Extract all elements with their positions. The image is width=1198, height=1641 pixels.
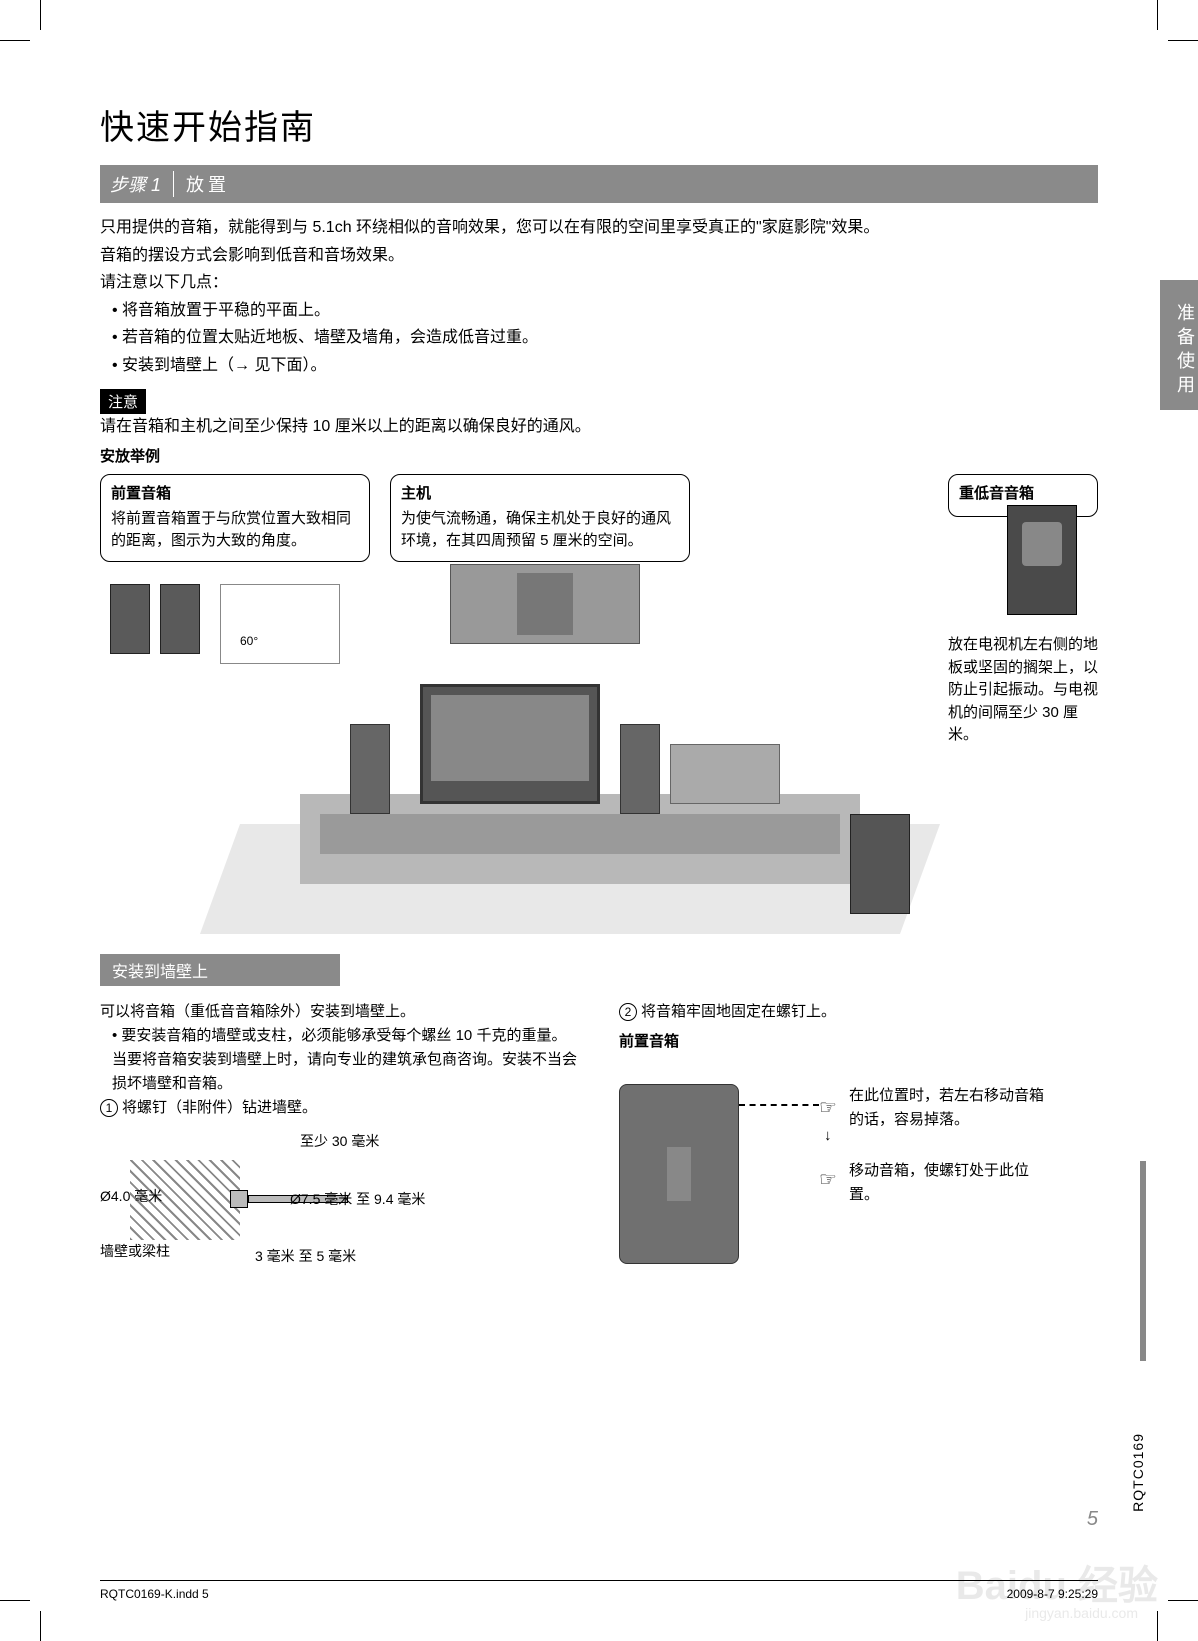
crop-mark — [40, 0, 41, 30]
speaker-left-icon — [350, 724, 390, 814]
step-number: 步骤 1 — [110, 171, 174, 197]
watermark-sub: jingyan.baidu.com — [1025, 1605, 1138, 1621]
callout-title: 重低音音箱 — [959, 483, 1087, 506]
speaker-icon — [110, 584, 150, 654]
mounted-speaker-icon — [619, 1084, 739, 1264]
watermark: Baidu 经验 — [956, 1553, 1158, 1611]
bullet-item: 将音箱放置于平稳的平面上。 — [100, 298, 1098, 324]
section-header: 安装到墙壁上 — [100, 954, 340, 986]
circled-1-icon: 1 — [100, 1099, 118, 1117]
wall-left-column: 可以将音箱（重低音音箱除外）安装到墙壁上。 要安装音箱的墙壁或支柱，必须能够承受… — [100, 1000, 579, 1274]
notice-text: 请在音箱和主机之间至少保持 10 厘米以上的距离以确保良好的通风。 — [100, 414, 1098, 440]
bullet-item: 若音箱的位置太贴近地板、墙壁及墙角，会造成低音过重。 — [100, 325, 1098, 351]
subwoofer-text: 放在电视机左右侧的地板或坚固的搁架上，以防止引起振动。与电视机的间隔至少 30 … — [948, 634, 1098, 747]
intro-text: 音箱的摆设方式会影响到低音和音场效果。 — [100, 243, 1098, 269]
page-title: 快速开始指南 — [100, 100, 1098, 149]
dim-label: Ø4.0 毫米 — [100, 1185, 162, 1207]
notice-label: 注意 — [100, 389, 146, 414]
callout-text: 为使气流畅通，确保主机处于良好的通风环境，在其四周预留 5 厘米的空间。 — [401, 508, 679, 553]
doc-id: RQTC0169 — [1130, 1433, 1146, 1512]
crop-mark — [1157, 1611, 1158, 1641]
angle-plan-icon — [220, 584, 340, 664]
crop-mark — [1168, 40, 1198, 41]
front-speaker-label: 前置音箱 — [619, 1030, 1098, 1054]
callout-main-unit: 主机 为使气流畅通，确保主机处于良好的通风环境，在其四周预留 5 厘米的空间。 — [390, 474, 690, 562]
step-bar: 步骤 1 放置 — [100, 165, 1098, 203]
main-unit-icon — [670, 744, 780, 804]
tv-icon — [420, 684, 600, 804]
step-title: 放置 — [174, 171, 230, 197]
dim-label: 至少 30 毫米 — [300, 1130, 379, 1152]
hand-icon: ☞ — [819, 1164, 837, 1196]
page-number: 5 — [1087, 1508, 1098, 1531]
arrow-down-icon: ↓ — [824, 1124, 832, 1148]
dim-label: 墙壁或梁柱 — [100, 1240, 170, 1262]
footer-line — [100, 1580, 1098, 1581]
subwoofer-illustration — [1007, 505, 1077, 615]
intro-text: 请注意以下几点： — [100, 270, 1098, 296]
step1-label: 1将螺钉（非附件）钻进墙壁。 — [100, 1096, 579, 1120]
wall-mount-section: 安装到墙壁上 可以将音箱（重低音音箱除外）安装到墙壁上。 要安装音箱的墙壁或支柱… — [100, 954, 1098, 1274]
wall-text: 可以将音箱（重低音音箱除外）安装到墙壁上。 — [100, 1000, 579, 1024]
crop-mark — [1168, 1600, 1198, 1601]
circled-2-icon: 2 — [619, 1003, 637, 1021]
callout-front-speaker: 前置音箱 将前置音箱置于与欣赏位置大致相同的距离，图示为大致的角度。 — [100, 474, 370, 562]
dashed-leader-icon — [739, 1104, 819, 1106]
callout-text: 将前置音箱置于与欣赏位置大致相同的距离，图示为大致的角度。 — [111, 508, 359, 553]
bullet-item: 安装到墙壁上（→ 见下面）。 — [100, 353, 1098, 379]
step2-label: 2将音箱牢固地固定在螺钉上。 — [619, 1000, 1098, 1024]
id-bar — [1140, 1161, 1146, 1361]
placement-diagram: 前置音箱 将前置音箱置于与欣赏位置大致相同的距离，图示为大致的角度。 60° 主… — [100, 474, 1098, 944]
callout-subwoofer: 重低音音箱 — [948, 474, 1098, 517]
hint-text: 移动音箱，使螺钉处于此位置。 — [849, 1159, 1049, 1207]
speaker-icon — [160, 584, 200, 654]
wall-text: 要安装音箱的墙壁或支柱，必须能够承受每个螺丝 10 千克的重量。当要将音箱安装到… — [100, 1024, 579, 1096]
dim-label: 3 毫米 至 5 毫米 — [255, 1245, 356, 1267]
screw-head-icon — [230, 1190, 248, 1208]
crop-mark — [0, 40, 30, 41]
callout-title: 主机 — [401, 483, 679, 506]
page: 准备使用 快速开始指南 步骤 1 放置 只用提供的音箱，就能得到与 5.1ch … — [0, 0, 1198, 1641]
side-tab: 准备使用 — [1160, 280, 1198, 410]
hand-icon: ☞ — [819, 1092, 837, 1124]
crop-mark — [0, 1600, 30, 1601]
crop-mark — [1157, 0, 1158, 30]
example-label: 安放举例 — [100, 445, 1098, 466]
subwoofer-icon — [850, 814, 910, 914]
speaker-right-icon — [620, 724, 660, 814]
screw-diagram: 至少 30 毫米 Ø4.0 毫米 Ø7.5 毫米 至 9.4 毫米 墙壁或梁柱 … — [100, 1130, 480, 1270]
callout-title: 前置音箱 — [111, 483, 359, 506]
room-scene — [220, 674, 920, 934]
angle-label: 60° — [240, 634, 258, 648]
footer-left: RQTC0169-K.indd 5 — [100, 1587, 209, 1601]
wall-right-column: 2将音箱牢固地固定在螺钉上。 前置音箱 ☞ 在此位置时，若左右移动音箱的话，容易… — [619, 1000, 1098, 1274]
hint-text: 在此位置时，若左右移动音箱的话，容易掉落。 — [849, 1084, 1049, 1132]
footer-right: 2009-8-7 9:25:29 — [1007, 1587, 1098, 1601]
main-unit-illustration — [450, 564, 640, 644]
dim-label: Ø7.5 毫米 至 9.4 毫米 — [290, 1188, 425, 1210]
intro-text: 只用提供的音箱，就能得到与 5.1ch 环绕相似的音响效果，您可以在有限的空间里… — [100, 215, 1098, 241]
crop-mark — [40, 1611, 41, 1641]
